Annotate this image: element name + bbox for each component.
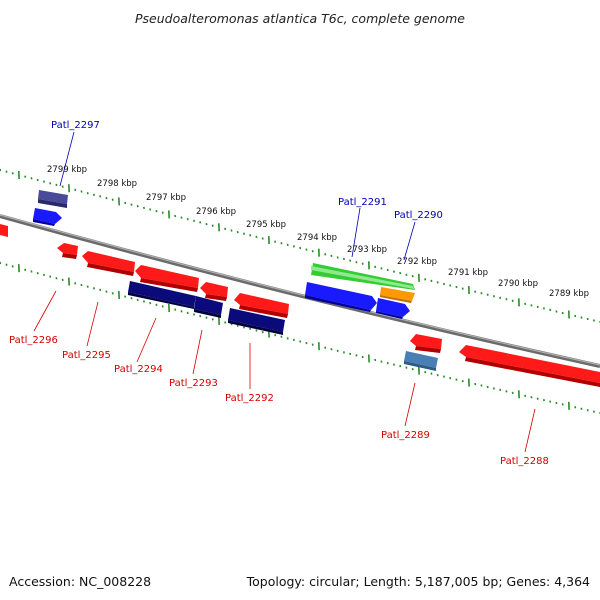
gene-patl-2294[interactable] — [135, 265, 199, 292]
genome-summary-text: Topology: circular; Length: 5,187,005 bp… — [246, 574, 590, 589]
gene-patl-2296[interactable] — [57, 243, 78, 259]
gene-patl-2297[interactable] — [38, 190, 68, 208]
scale-label: 2794 kbp — [297, 233, 337, 243]
gene-label-patl-2288: Patl_2288 — [500, 456, 549, 467]
gene-label-patl-2291: Patl_2291 — [338, 197, 387, 208]
gene-label-patl-2292: Patl_2292 — [225, 393, 274, 404]
gene-patl-2289[interactable] — [404, 351, 438, 371]
scale-label: 2790 kbp — [498, 279, 538, 289]
scale-ruler — [0, 168, 600, 415]
gene-patl-2288[interactable] — [459, 345, 600, 387]
scale-label: 2797 kbp — [146, 193, 186, 203]
gene-label-patl-2295: Patl_2295 — [62, 350, 111, 361]
gene-patl-2295[interactable] — [82, 251, 135, 276]
gene-forward-blue-2[interactable] — [305, 282, 377, 312]
gene-reverse-red-2289a[interactable] — [410, 334, 442, 353]
scale-label: 2789 kbp — [549, 289, 589, 299]
gene-patl-2292[interactable] — [234, 293, 289, 318]
gene-patl-2293[interactable] — [200, 282, 228, 301]
gene-reverse-navy-1[interactable] — [128, 281, 196, 309]
map-title: Pseudoalteromonas atlantica T6c, complet… — [135, 11, 465, 26]
scale-label: 2795 kbp — [246, 220, 286, 230]
label-leaders — [33, 131, 536, 453]
gene-label-patl-2293: Patl_2293 — [169, 378, 218, 389]
gene-reverse-navy-2[interactable] — [194, 296, 223, 318]
gene-patl-2290[interactable] — [380, 287, 415, 303]
scale-label: 2791 kbp — [448, 268, 488, 278]
gene-label-patl-2289: Patl_2289 — [381, 430, 430, 441]
scale-label: 2796 kbp — [196, 207, 236, 217]
gene-forward-blue-1[interactable] — [33, 208, 62, 226]
gene-reverse-navy-3[interactable] — [228, 308, 285, 335]
scale-label: 2799 kbp — [47, 165, 87, 175]
gene-label-patl-2294: Patl_2294 — [114, 364, 163, 375]
gene-label-patl-2296: Patl_2296 — [9, 335, 58, 346]
reverse-genes — [0, 224, 600, 387]
gene-patl-2291[interactable] — [311, 263, 415, 290]
forward-genes — [33, 190, 415, 319]
gene-label-patl-2290: Patl_2290 — [394, 210, 443, 221]
scale-label: 2792 kbp — [397, 257, 437, 267]
genome-backbone-highlight — [0, 214, 600, 366]
accession-text: Accession: NC_008228 — [9, 574, 151, 589]
scale-label: 2793 kbp — [347, 245, 387, 255]
gene-label-patl-2297: Patl_2297 — [51, 120, 100, 131]
gene-reverse-red-edge[interactable] — [0, 224, 8, 237]
gene-forward-blue-3[interactable] — [376, 298, 410, 319]
genome-backbone — [0, 214, 600, 368]
scale-label: 2798 kbp — [97, 179, 137, 189]
